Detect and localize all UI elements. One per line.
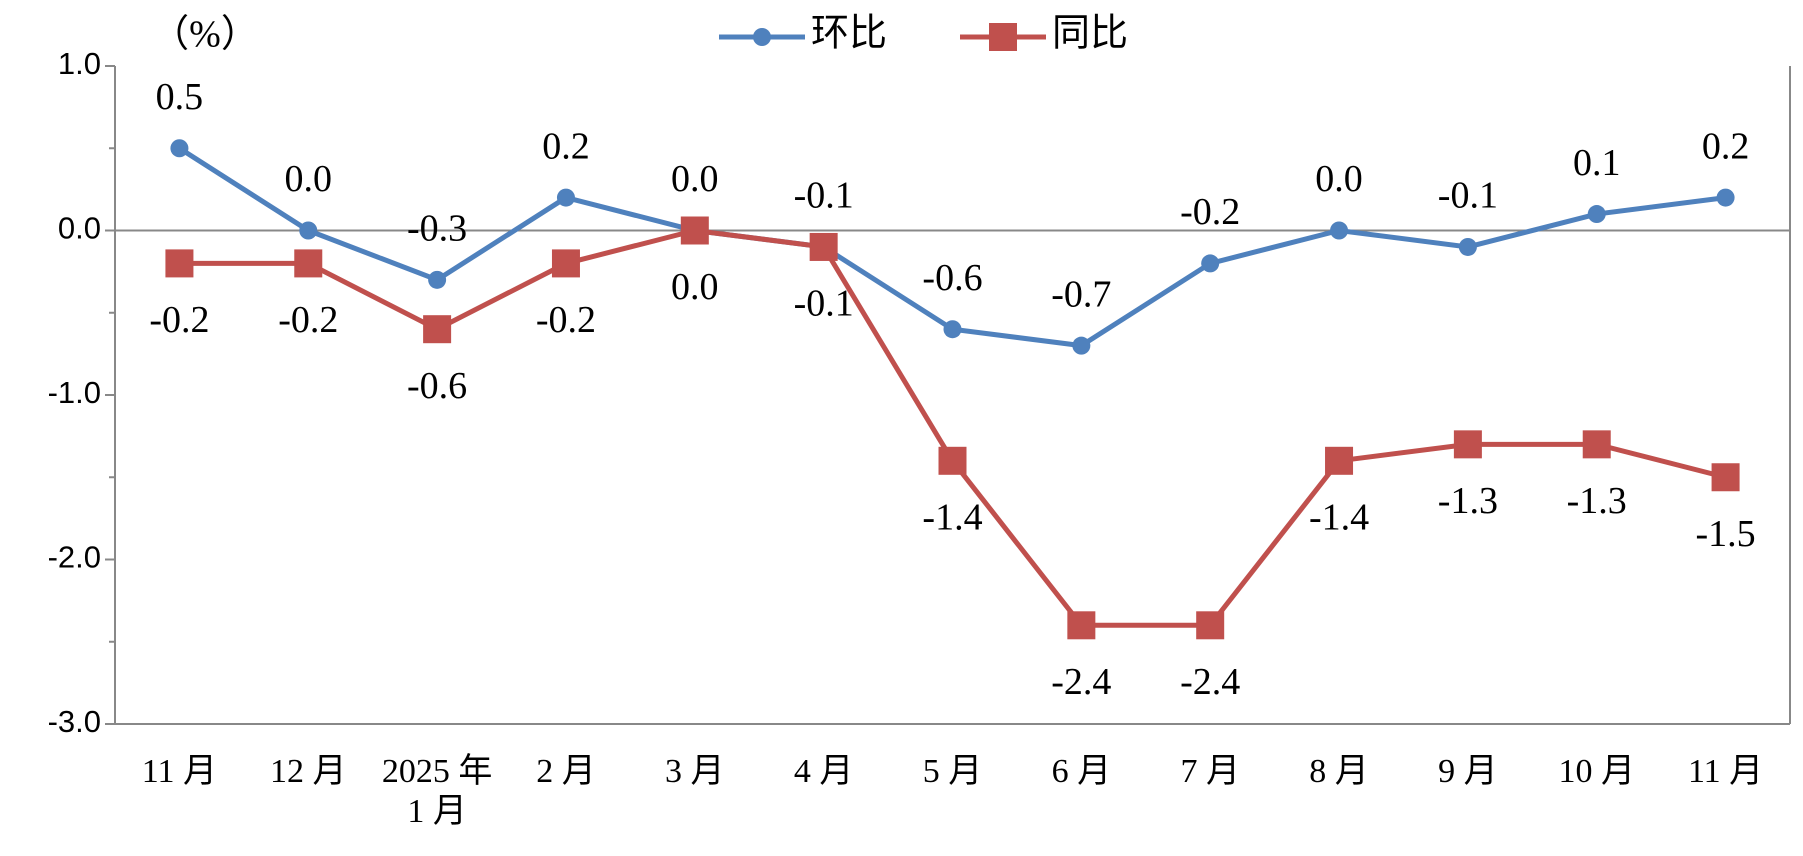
x-tick-label: 11 月 bbox=[1687, 753, 1764, 790]
point bbox=[551, 249, 580, 278]
point bbox=[1330, 221, 1349, 240]
data-label: -1.3 bbox=[1567, 480, 1627, 522]
point bbox=[1711, 463, 1740, 492]
legend-marker bbox=[989, 23, 1017, 51]
point bbox=[1582, 430, 1611, 459]
x-tick-label: 2025 年 1 月 bbox=[381, 753, 493, 830]
data-label: -0.2 bbox=[536, 299, 596, 341]
x-tick-label: 5 月 bbox=[922, 753, 983, 790]
data-label: 0.1 bbox=[1573, 142, 1621, 184]
point bbox=[809, 232, 838, 261]
point bbox=[1067, 611, 1096, 640]
point bbox=[1587, 205, 1606, 224]
data-label: 0.0 bbox=[671, 266, 719, 308]
data-label: -0.2 bbox=[1180, 191, 1240, 233]
point bbox=[556, 188, 575, 207]
point bbox=[943, 320, 962, 339]
x-tick-label: 7 月 bbox=[1180, 753, 1240, 790]
y-tick-label: -3.0 bbox=[48, 704, 101, 739]
data-label: 0.0 bbox=[285, 158, 333, 200]
legend-label: 环比 bbox=[811, 13, 887, 55]
data-label: 0.2 bbox=[542, 125, 590, 167]
data-label: -0.2 bbox=[278, 299, 338, 341]
data-label: -1.4 bbox=[1309, 497, 1369, 539]
data-label: -0.6 bbox=[922, 257, 982, 299]
x-tick-label: 12 月 bbox=[270, 753, 347, 790]
data-label: -2.4 bbox=[1051, 661, 1111, 703]
y-tick-label: 1.0 bbox=[58, 46, 101, 81]
x-tick-label: 8 月 bbox=[1309, 753, 1369, 790]
data-label: -0.1 bbox=[1438, 175, 1498, 217]
point bbox=[1072, 336, 1091, 355]
x-tick-label: 2 月 bbox=[536, 753, 596, 790]
data-label: 0.0 bbox=[671, 158, 719, 200]
x-tick-label: 4 月 bbox=[793, 753, 854, 790]
y-axis-label: （%） bbox=[151, 14, 259, 56]
x-tick-label: 11 月 bbox=[141, 753, 218, 790]
point bbox=[1196, 611, 1225, 640]
data-label: -2.4 bbox=[1180, 661, 1240, 703]
point bbox=[1201, 254, 1220, 273]
point bbox=[1453, 430, 1482, 459]
data-label: -1.4 bbox=[922, 497, 982, 539]
data-label: -0.7 bbox=[1051, 273, 1111, 315]
data-label: -0.3 bbox=[407, 208, 467, 250]
x-tick-label: 10 月 bbox=[1558, 753, 1635, 790]
legend-label: 同比 bbox=[1052, 13, 1128, 55]
point bbox=[428, 270, 447, 289]
data-label: -0.6 bbox=[407, 365, 467, 407]
y-tick-label: -1.0 bbox=[48, 375, 101, 410]
point bbox=[680, 216, 709, 245]
data-label: 0.0 bbox=[1315, 158, 1363, 200]
legend-marker bbox=[753, 28, 771, 46]
point bbox=[1458, 237, 1477, 256]
data-label: 0.2 bbox=[1702, 125, 1750, 167]
point bbox=[1716, 188, 1735, 207]
x-tick-label: 6 月 bbox=[1051, 753, 1112, 790]
point bbox=[423, 315, 452, 344]
x-tick-label: 3 月 bbox=[665, 753, 725, 790]
point bbox=[1325, 446, 1354, 475]
y-tick-label: 0.0 bbox=[58, 211, 101, 246]
data-label: -0.1 bbox=[794, 175, 854, 217]
point bbox=[299, 221, 318, 240]
data-label: 0.5 bbox=[156, 76, 204, 118]
point bbox=[938, 446, 967, 475]
data-label: -0.2 bbox=[149, 299, 209, 341]
data-label: -0.1 bbox=[794, 283, 854, 325]
data-label: -1.5 bbox=[1695, 513, 1755, 555]
point bbox=[170, 139, 189, 158]
y-tick-label: -2.0 bbox=[48, 540, 101, 575]
x-tick-label: 9 月 bbox=[1438, 753, 1498, 790]
point bbox=[294, 249, 323, 278]
point bbox=[165, 249, 194, 278]
data-label: -1.3 bbox=[1438, 480, 1498, 522]
